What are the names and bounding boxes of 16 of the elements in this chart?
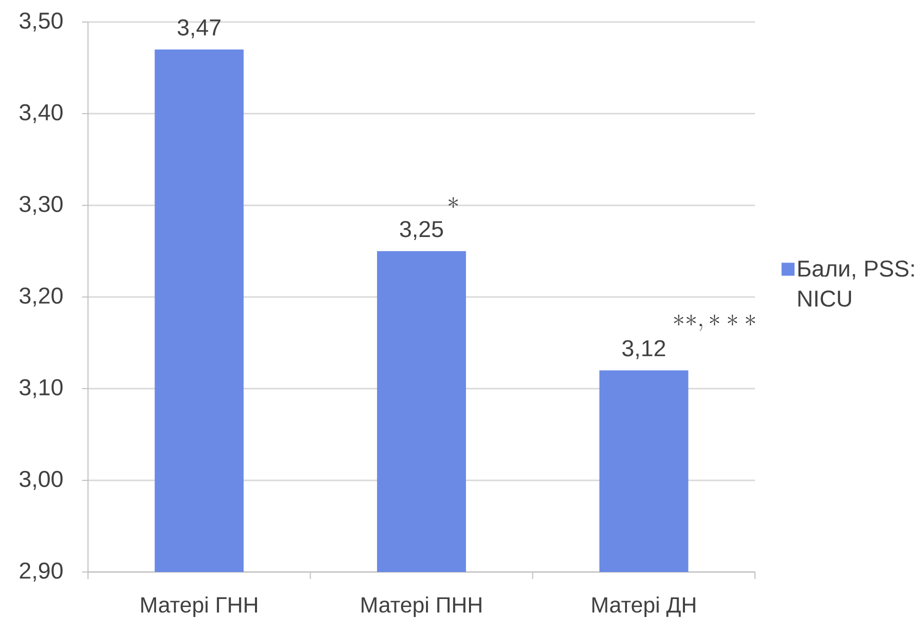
- data-label: 3,47: [178, 19, 220, 38]
- y-tick-label: 3,10: [20, 379, 63, 398]
- annotation: $**, ***$: [674, 314, 756, 332]
- y-tick-label: 3,40: [20, 104, 63, 124]
- data-label: 3,12: [622, 340, 666, 360]
- y-tick-label: 3,50: [20, 12, 63, 32]
- y-tick-label: 2,90: [20, 562, 63, 582]
- x-tick-label: Матері ДН: [592, 596, 696, 618]
- y-tick-label: 3,20: [20, 287, 63, 306]
- data-label: 3,25: [400, 220, 443, 240]
- annotation: $*$: [448, 197, 458, 208]
- x-tick-label: Матері ГНН: [141, 596, 258, 618]
- y-tick-label: 3,30: [20, 196, 63, 215]
- legend-label: Бали, PSS: NICU: [798, 260, 914, 307]
- y-tick-label: 3,00: [20, 470, 63, 490]
- x-tick-label: Матері ПНН: [362, 596, 482, 618]
